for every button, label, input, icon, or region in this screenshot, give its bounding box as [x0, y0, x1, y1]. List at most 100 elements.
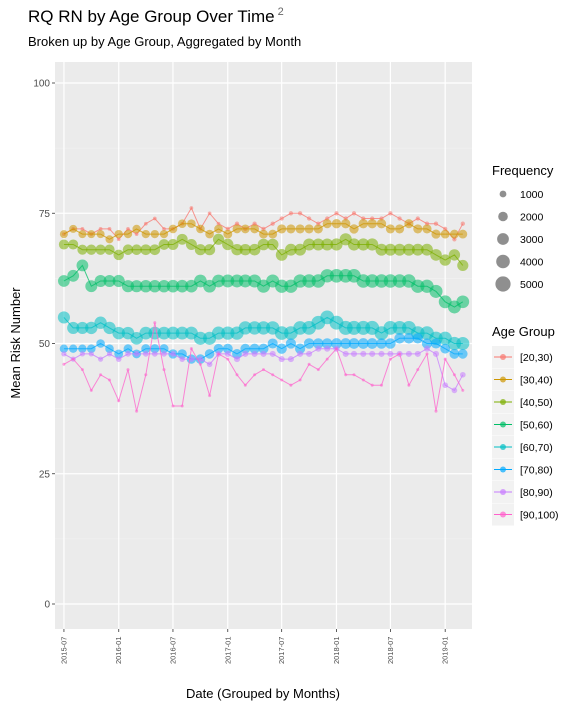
data-point — [429, 284, 443, 298]
data-point — [114, 349, 124, 359]
data-point — [162, 227, 166, 231]
data-point — [99, 373, 103, 377]
data-point — [114, 229, 123, 239]
data-point — [307, 362, 311, 366]
data-point — [177, 349, 187, 359]
data-point — [239, 244, 251, 256]
data-point — [94, 275, 107, 287]
data-point — [460, 221, 465, 226]
data-point — [216, 352, 221, 356]
y-tick-label: 0 — [44, 600, 50, 611]
data-point — [207, 211, 212, 216]
data-point — [297, 350, 304, 357]
data-point — [80, 227, 85, 231]
data-point — [197, 356, 204, 362]
age-group-legend-label: [20,30) — [520, 352, 553, 364]
data-point — [375, 243, 388, 256]
data-point — [223, 229, 233, 239]
data-point — [85, 280, 98, 293]
data-point — [142, 351, 149, 357]
data-point — [425, 352, 429, 356]
data-point — [312, 238, 325, 251]
data-point — [176, 233, 188, 245]
size-legend-label: 3000 — [520, 234, 544, 246]
data-point — [379, 383, 384, 387]
data-point — [179, 356, 186, 362]
data-point — [213, 343, 224, 354]
data-point — [268, 229, 278, 239]
data-point — [76, 321, 89, 334]
data-point — [280, 378, 284, 382]
data-point — [240, 343, 251, 354]
data-point — [69, 224, 78, 233]
data-point — [95, 244, 106, 255]
data-point — [315, 345, 322, 352]
data-point — [104, 244, 115, 255]
data-point — [58, 239, 69, 250]
data-point — [421, 243, 433, 256]
data-point — [133, 351, 140, 357]
data-point — [357, 238, 370, 251]
data-point — [378, 350, 385, 357]
data-point — [139, 280, 152, 293]
data-point — [316, 368, 320, 372]
data-point — [412, 333, 423, 344]
data-point — [143, 221, 148, 226]
data-point — [341, 219, 351, 229]
data-point — [431, 229, 441, 239]
data-point — [385, 224, 395, 234]
data-point — [204, 244, 216, 256]
data-point — [277, 224, 287, 234]
data-point — [62, 362, 66, 366]
data-point — [331, 219, 342, 229]
data-point — [105, 235, 114, 244]
data-point — [361, 378, 365, 382]
data-point — [115, 356, 122, 362]
y-axis-title: Mean Risk Number — [8, 287, 23, 399]
data-point — [211, 326, 226, 340]
data-point — [226, 357, 230, 361]
chart-title: RQ RN by Age Group Over Time 2 — [28, 6, 284, 26]
data-point — [171, 404, 175, 408]
data-point — [434, 409, 438, 413]
data-series — [57, 206, 470, 413]
data-point — [321, 238, 334, 251]
age-group-legend-label: [30,40) — [520, 375, 553, 387]
data-point — [59, 344, 69, 353]
x-tick-label: 2017-07 — [277, 637, 286, 665]
series-[70,80) — [59, 333, 468, 364]
data-point — [78, 230, 87, 239]
data-point — [288, 211, 294, 216]
data-point — [167, 239, 179, 250]
data-point — [80, 368, 84, 372]
data-point — [126, 227, 130, 231]
data-point — [249, 343, 260, 354]
x-axis-title: Date (Grouped by Months) — [186, 686, 340, 701]
data-point — [232, 224, 242, 234]
data-point — [107, 378, 112, 382]
data-point — [240, 224, 250, 234]
data-point — [86, 244, 97, 255]
data-point — [440, 229, 450, 239]
x-tick-label: 2016-07 — [168, 637, 177, 665]
legend-key-point — [500, 466, 506, 473]
data-point — [271, 373, 275, 377]
data-point — [144, 373, 148, 377]
data-point — [150, 229, 159, 239]
data-point — [320, 269, 334, 283]
data-point — [117, 399, 121, 403]
data-point — [411, 243, 424, 256]
data-point — [68, 239, 79, 250]
data-point — [168, 224, 178, 234]
data-point — [433, 221, 439, 226]
data-point — [157, 326, 171, 340]
size-key — [498, 211, 508, 222]
data-point — [285, 338, 297, 349]
data-point — [403, 333, 415, 344]
age-group-legend-label: [80,90) — [520, 487, 553, 499]
data-point — [88, 351, 94, 357]
data-point — [304, 224, 314, 234]
data-point — [322, 219, 332, 229]
data-point — [116, 237, 121, 242]
data-point — [261, 368, 266, 372]
